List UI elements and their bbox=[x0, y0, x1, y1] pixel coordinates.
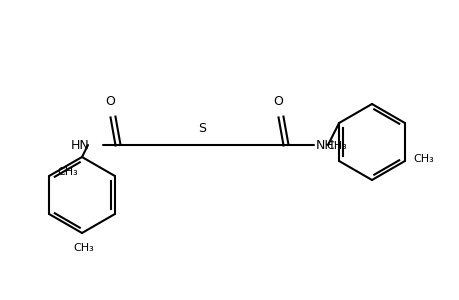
Text: S: S bbox=[197, 122, 206, 135]
Text: O: O bbox=[105, 95, 115, 108]
Text: HN: HN bbox=[71, 139, 90, 152]
Text: CH₃: CH₃ bbox=[57, 167, 78, 177]
Text: CH₃: CH₃ bbox=[73, 243, 94, 253]
Text: CH₃: CH₃ bbox=[412, 154, 433, 164]
Text: CH₃: CH₃ bbox=[326, 141, 347, 151]
Text: O: O bbox=[273, 95, 282, 108]
Text: NH: NH bbox=[315, 139, 334, 152]
